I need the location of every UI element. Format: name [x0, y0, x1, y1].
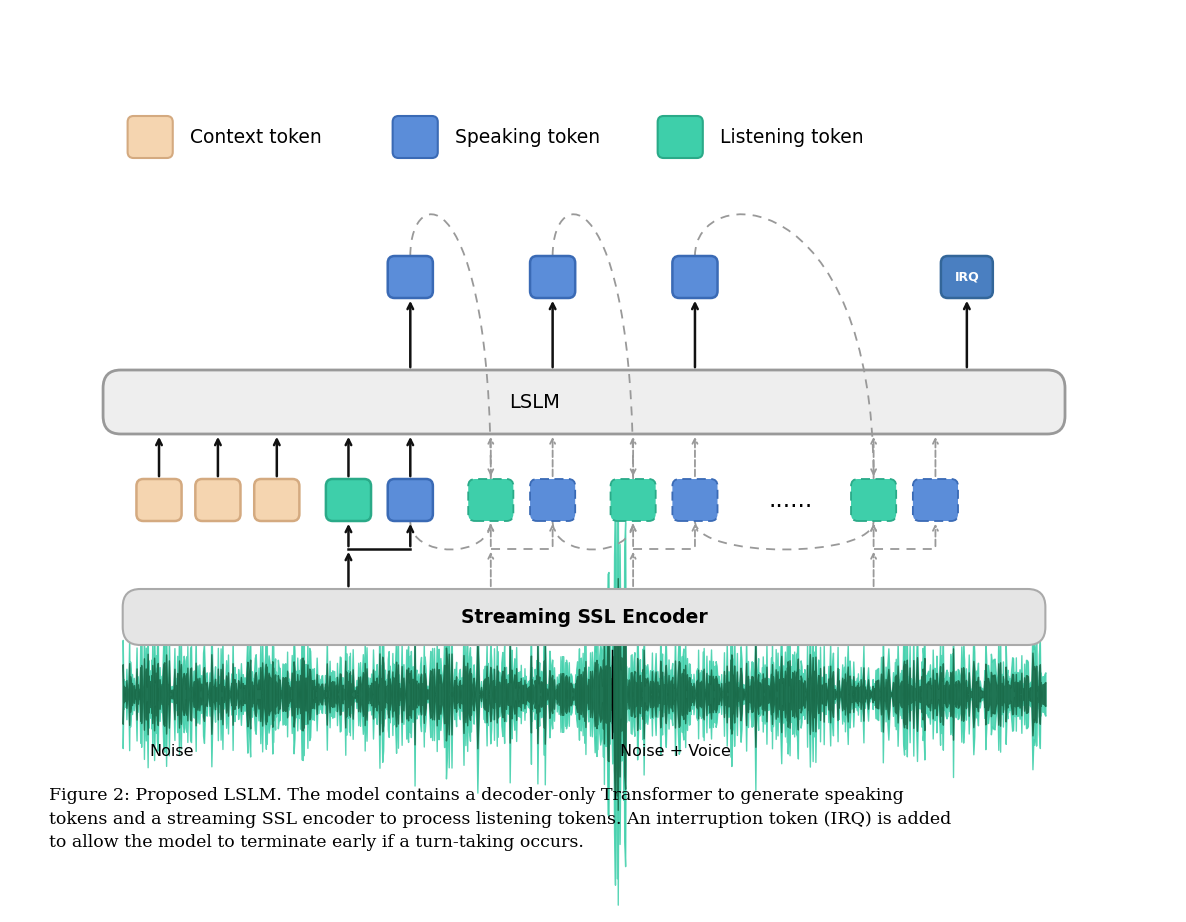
FancyBboxPatch shape [136, 479, 181, 521]
FancyBboxPatch shape [388, 479, 433, 521]
FancyBboxPatch shape [128, 116, 173, 158]
Text: LSLM: LSLM [510, 393, 561, 411]
FancyBboxPatch shape [940, 256, 993, 298]
FancyBboxPatch shape [913, 479, 958, 521]
Text: ......: ...... [769, 488, 812, 512]
FancyBboxPatch shape [658, 116, 703, 158]
FancyBboxPatch shape [852, 479, 897, 521]
FancyBboxPatch shape [672, 479, 718, 521]
Text: Speaking token: Speaking token [455, 127, 600, 147]
FancyBboxPatch shape [196, 479, 241, 521]
FancyBboxPatch shape [254, 479, 299, 521]
FancyBboxPatch shape [393, 116, 438, 158]
FancyBboxPatch shape [611, 479, 656, 521]
FancyBboxPatch shape [103, 370, 1065, 434]
Text: Streaming SSL Encoder: Streaming SSL Encoder [460, 608, 707, 627]
FancyBboxPatch shape [388, 256, 433, 298]
FancyBboxPatch shape [672, 256, 718, 298]
FancyBboxPatch shape [326, 479, 371, 521]
Text: Figure 2: Proposed LSLM. The model contains a decoder-only Transformer to genera: Figure 2: Proposed LSLM. The model conta… [49, 787, 951, 851]
FancyBboxPatch shape [468, 479, 514, 521]
Text: Noise + Voice: Noise + Voice [620, 744, 731, 759]
Text: Listening token: Listening token [720, 127, 865, 147]
FancyBboxPatch shape [530, 256, 575, 298]
Text: Noise: Noise [149, 744, 195, 759]
FancyBboxPatch shape [122, 589, 1045, 645]
FancyBboxPatch shape [530, 479, 575, 521]
Text: IRQ: IRQ [955, 270, 980, 283]
Text: Context token: Context token [191, 127, 323, 147]
